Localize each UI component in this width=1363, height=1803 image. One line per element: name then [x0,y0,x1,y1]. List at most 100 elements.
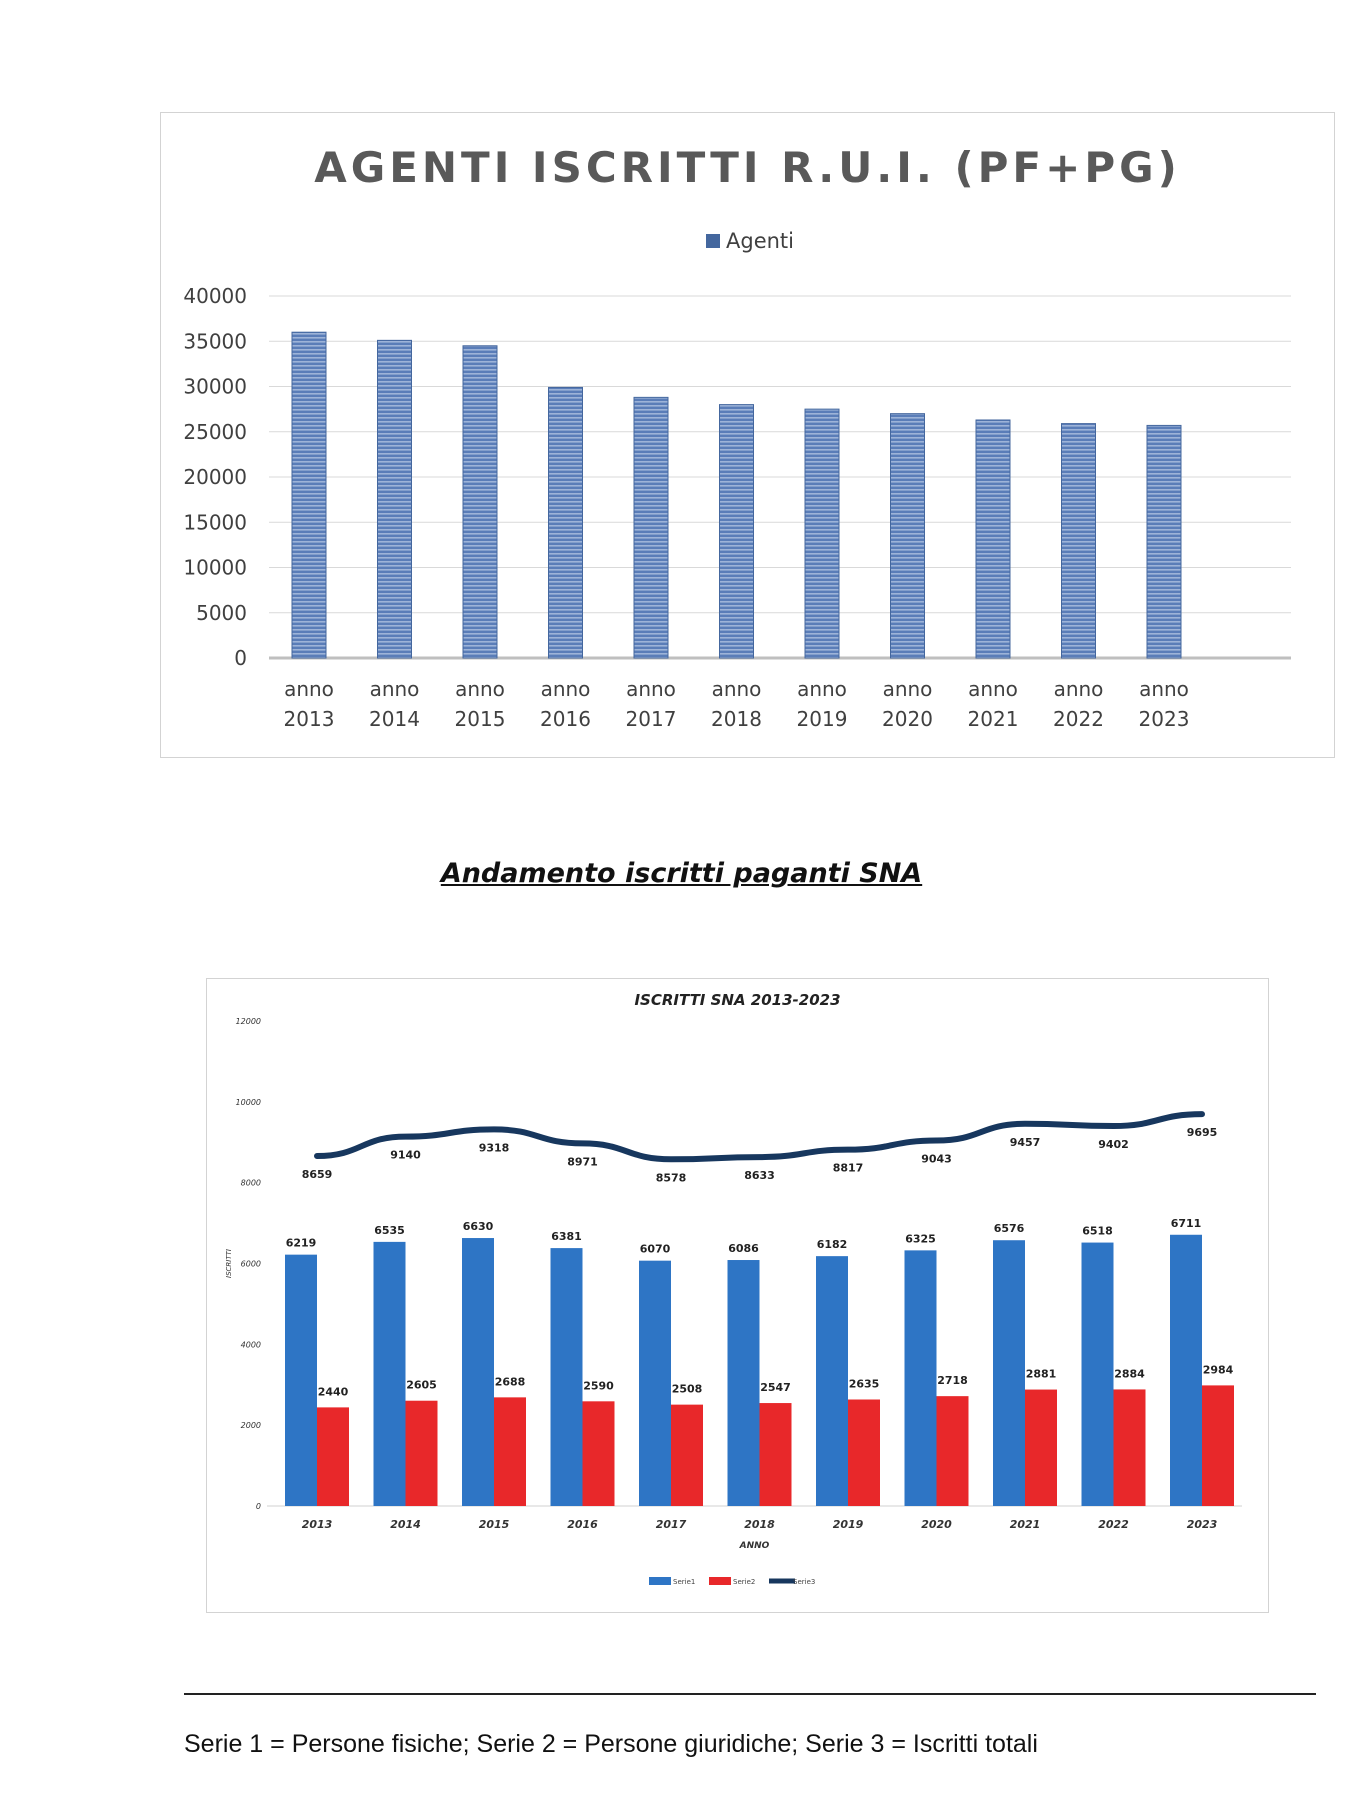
chart1-bar [719,404,754,659]
chart1-xtick-label-line1: anno [541,677,591,701]
chart2-data-label-serie3: 8971 [567,1155,598,1168]
chart1-xtick-label-line2: 2013 [284,707,335,731]
chart2-xtick-label: 2018 [744,1518,775,1531]
chart1-xtick-label-line1: anno [626,677,676,701]
chart2-data-label-serie3: 8817 [833,1162,864,1175]
chart2-ytick-label: 12000 [236,1017,261,1026]
chart2-data-label-serie1: 6576 [994,1222,1025,1235]
chart1-bar [1146,424,1182,659]
chart1-ytick-label: 30000 [183,375,247,399]
chart2-bar-serie2 [582,1401,615,1506]
chart2-ylabel: ISCRITTI [225,1249,233,1278]
section-heading: Andamento iscritti paganti SNA [440,858,923,889]
chart2-legend-label: Serie2 [733,1578,755,1586]
chart2-data-label-serie3: 9043 [921,1153,952,1166]
chart2-title: ISCRITTI SNA 2013-2023 [634,991,841,1009]
chart1-xtick-label-line1: anno [797,677,847,701]
chart2-data-label-serie1: 6630 [463,1220,494,1233]
chart1-ytick-label: 15000 [183,510,247,534]
chart2-data-label-serie1: 6711 [1171,1217,1202,1230]
chart-agenti-rui: AGENTI ISCRITTI R.U.I. (PF+PG) Agenti 0 5… [160,112,1335,758]
chart2-data-label-serie3: 9457 [1010,1136,1041,1149]
chart2-data-label-serie3: 9402 [1098,1138,1129,1151]
chart2-bar-serie2 [936,1396,969,1506]
chart2-ytick-label: 8000 [241,1179,261,1188]
chart2-bar-serie1 [904,1250,937,1506]
chart1-xtick-label-line2: 2020 [882,707,933,731]
chart2-bar-serie2 [759,1403,792,1506]
chart2-bar-serie1 [639,1260,671,1506]
chart2-ytick-label: 2000 [241,1421,261,1430]
chart2-xlabel: ANNO [739,1541,770,1551]
chart1-legend: Agenti [706,229,794,253]
chart1-ytick-label: 0 [234,646,247,670]
chart1-xtick-label-line2: 2014 [369,707,420,731]
chart1-ytick-label: 25000 [183,420,247,444]
chart2-xtick-label: 2015 [479,1518,510,1531]
chart2-data-label-serie1: 6518 [1082,1225,1113,1238]
chart2-data-label-serie2: 2508 [672,1383,703,1396]
chart1-xtick-label-line1: anno [1139,677,1189,701]
chart2-xtick-label: 2023 [1187,1518,1218,1531]
chart2-bar-serie1 [550,1248,583,1506]
chart1-bar [890,413,925,659]
chart2-bar-serie1 [462,1238,494,1506]
chart2-bar-serie1 [373,1241,406,1506]
chart2-data-label-serie3: 8633 [744,1169,775,1182]
chart2-data-label-serie2: 2605 [406,1379,437,1392]
chart2-data-label-serie3: 9318 [479,1141,510,1154]
chart1-xtick-label-line1: anno [1054,677,1104,701]
chart2-bar-serie2 [1025,1389,1057,1506]
chart1-xtick-label-line1: anno [455,677,505,701]
chart1-xtick-label-line2: 2019 [797,707,848,731]
chart2-data-label-serie2: 2881 [1026,1368,1057,1381]
chart1-bar [633,396,669,659]
chart1-plot: 0 5000 10000 15000 20000 25000 30000 35000 40000… [183,284,1291,731]
chart2-data-label-serie1: 6182 [817,1238,848,1251]
chart2-legend-label: Serie1 [673,1578,695,1586]
chart2-bar-serie2 [494,1397,526,1506]
chart2-data-label-serie1: 6381 [551,1230,582,1243]
chart2-bar-serie2 [405,1400,438,1506]
chart1-xtick-label-line1: anno [968,677,1018,701]
chart2-xtick-label: 2022 [1098,1518,1129,1531]
divider-line [184,1693,1316,1695]
chart2-xtick-label: 2013 [302,1518,333,1531]
chart1-bar [377,339,412,659]
chart2-data-label-serie3: 9695 [1187,1126,1218,1139]
chart1-xtick-label-line2: 2023 [1139,707,1190,731]
chart2-bar-serie2 [317,1407,349,1506]
chart1-bar [1061,423,1096,659]
footnote: Serie 1 = Persone fisiche; Serie 2 = Per… [184,1730,1038,1758]
chart2-data-label-serie2: 2635 [849,1378,880,1391]
chart1-ytick-label: 20000 [183,465,247,489]
chart2-bar-serie2 [671,1404,703,1506]
chart1-bar [548,386,583,659]
chart2-xtick-label: 2019 [833,1518,864,1531]
chart1-xtick-label-line2: 2022 [1053,707,1104,731]
chart2-data-label-serie2: 2688 [495,1375,526,1388]
chart1-xtick-label-line1: anno [370,677,420,701]
chart2-data-label-serie2: 2547 [760,1381,791,1394]
chart1-ytick-label: 35000 [183,329,247,353]
chart1-xtick-label-line1: anno [284,677,334,701]
chart2-bar-serie1 [727,1260,760,1506]
chart2-ytick-label: 10000 [236,1098,261,1107]
chart1-xtick-label-line2: 2016 [540,707,591,731]
chart1-title: AGENTI ISCRITTI R.U.I. (PF+PG) [314,143,1181,192]
chart2-xtick-label: 2014 [390,1518,421,1531]
chart2-ytick-label: 0 [256,1502,261,1511]
chart1-bar [462,345,498,659]
chart1-ytick-label: 40000 [183,284,247,308]
chart2-data-label-serie2: 2884 [1114,1367,1145,1380]
chart2-data-label-serie3: 9140 [390,1149,421,1162]
chart2-xtick-label: 2016 [567,1518,598,1531]
chart2-data-label-serie2: 2440 [318,1385,349,1398]
chart1-legend-label: Agenti [726,229,794,253]
chart2-bar-serie1 [816,1256,848,1506]
chart2-bar-serie2 [848,1399,880,1506]
chart1-xtick-label-line2: 2021 [968,707,1019,731]
chart2-bar-serie1 [1170,1234,1202,1506]
chart2-legend-swatch [709,1577,731,1585]
chart1-bar [291,331,327,659]
